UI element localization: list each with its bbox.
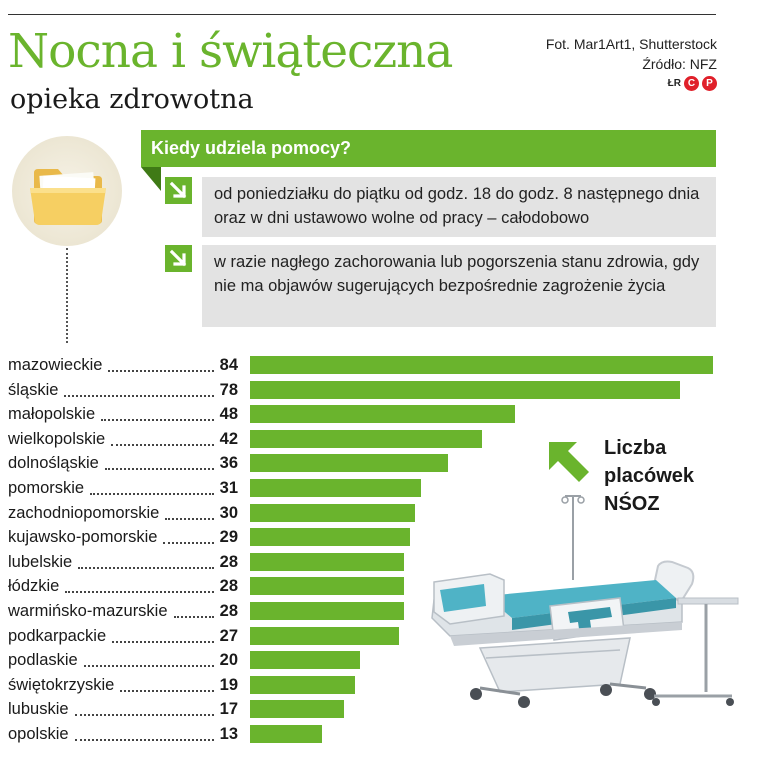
logo-badge-c: C: [684, 76, 699, 91]
leader-dots: [64, 394, 214, 397]
legend-line: Liczba: [604, 437, 667, 459]
value-label: 19: [219, 675, 238, 694]
category-label: lubelskie: [8, 552, 73, 571]
leader-dots: [75, 714, 214, 717]
leader-dots: [165, 517, 214, 520]
hospital-bed-illustration: [431, 495, 739, 708]
category-label: podkarpackie: [8, 626, 107, 645]
bar: [250, 528, 410, 547]
bar: [250, 725, 322, 743]
value-label: 28: [219, 552, 238, 571]
value-label: 28: [219, 602, 238, 620]
source-note: Źródło: NFZ: [642, 56, 717, 72]
category-label: dolnośląskie: [8, 454, 99, 473]
value-label: 27: [219, 626, 238, 645]
leader-dots: [111, 443, 214, 446]
info-item-schedule: od poniedziałku do piątku od godz. 18 do…: [202, 177, 716, 237]
bar: [250, 577, 405, 596]
logo-badge-p: P: [702, 76, 717, 91]
value-label: 20: [219, 651, 238, 670]
category-label: opolskie: [8, 725, 69, 743]
top-rule: [8, 14, 716, 15]
category-label: lubuskie: [8, 700, 69, 719]
value-label: 42: [219, 429, 238, 448]
credits: Fot. Mar1Art1, Shutterstock Źródło: NFZ: [546, 34, 717, 74]
photo-credit: Fot. Mar1Art1, Shutterstock: [545, 36, 717, 52]
value-label: 84: [219, 356, 238, 374]
bar: [250, 700, 344, 719]
folder-icon: [12, 136, 122, 246]
category-label: małopolskie: [8, 405, 96, 424]
leader-dots: [174, 616, 214, 618]
value-label: 28: [219, 577, 238, 596]
bar: [250, 552, 405, 571]
bar: [250, 602, 405, 620]
legend-line: NŚOZ: [604, 493, 660, 515]
leader-dots: [112, 640, 214, 643]
page-subtitle: opieka zdrowotna: [10, 84, 254, 115]
value-label: 31: [219, 479, 238, 497]
banner-fold: [141, 167, 161, 191]
leader-dots: [163, 542, 214, 545]
category-label: warmińsko-mazurskie: [8, 602, 168, 620]
category-label: mazowieckie: [8, 356, 103, 374]
bar: [250, 356, 713, 374]
category-label: kujawsko-pomorskie: [8, 528, 158, 547]
category-label: podlaskie: [8, 651, 78, 670]
bar: [250, 675, 355, 694]
value-label: 17: [219, 700, 238, 719]
bar: [250, 503, 416, 522]
bar: [250, 651, 361, 670]
logo-initials: ŁR: [667, 78, 681, 89]
value-label: 36: [219, 454, 238, 473]
category-label: śląskie: [8, 380, 59, 399]
publisher-logo: ŁR C P: [668, 76, 717, 91]
value-label: 48: [219, 405, 238, 424]
leader-dots: [75, 739, 214, 741]
bar: [250, 429, 482, 448]
legend-line: placówek: [604, 465, 695, 487]
page-title: Nocna i świąteczna: [8, 24, 453, 79]
bar: [250, 626, 399, 645]
bar: [250, 479, 421, 497]
value-label: 30: [219, 503, 238, 522]
arrow-up-left-icon: [545, 438, 595, 488]
leader-dots: [65, 591, 214, 594]
leader-dots: [120, 689, 214, 692]
category-label: zachodniopomorskie: [8, 503, 160, 522]
category-label: pomorskie: [8, 479, 85, 497]
chart-legend: Liczba placówek NŚOZ: [604, 434, 694, 518]
category-label: świętokrzyskie: [8, 675, 115, 694]
value-label: 78: [219, 380, 238, 399]
arrow-down-right-icon: [165, 245, 192, 272]
info-item-conditions: w razie nagłego zachorowania lub pogorsz…: [202, 245, 716, 327]
leader-dots: [84, 665, 214, 668]
leader-dots: [105, 468, 214, 471]
category-label: łódzkie: [8, 577, 60, 596]
arrow-down-right-icon: [165, 177, 192, 204]
info-heading: Kiedy udziela pomocy?: [141, 130, 716, 167]
bar: [250, 405, 515, 424]
connector-line: [66, 248, 68, 343]
category-label: wielkopolskie: [8, 429, 106, 448]
value-label: 29: [219, 528, 238, 547]
leader-dots: [78, 566, 214, 569]
leader-dots: [90, 493, 214, 495]
bar: [250, 454, 449, 473]
leader-dots: [101, 419, 214, 422]
bar: [250, 380, 680, 399]
leader-dots: [108, 370, 214, 372]
value-label: 13: [219, 725, 238, 743]
